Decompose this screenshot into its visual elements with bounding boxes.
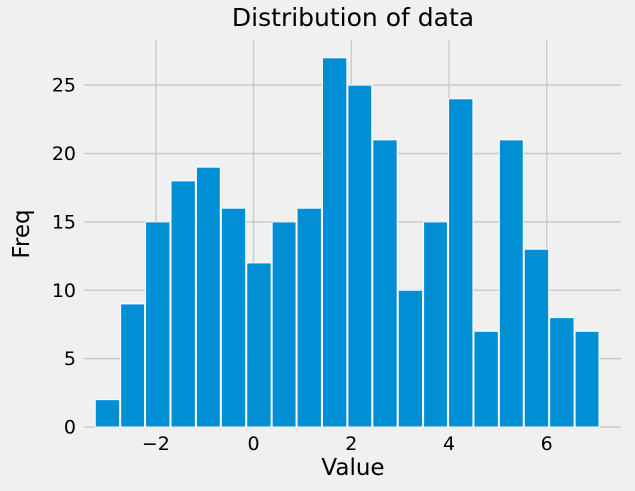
histogram-bar xyxy=(220,207,247,428)
histogram-bar xyxy=(170,180,196,428)
x-axis-label: Value xyxy=(321,455,385,481)
histogram-bar xyxy=(195,166,221,428)
x-tick-label: 0 xyxy=(248,433,260,455)
histogram-bar xyxy=(423,221,449,428)
histogram-bar xyxy=(448,98,474,428)
x-tick-label: 6 xyxy=(541,433,553,455)
histogram-bar xyxy=(271,221,297,428)
y-tick-label: 5 xyxy=(64,348,76,370)
histogram-bar xyxy=(574,330,600,428)
histogram-bar xyxy=(498,139,524,428)
histogram-bar xyxy=(372,139,398,428)
histogram-bar xyxy=(549,317,575,428)
x-tick-label: 2 xyxy=(345,433,357,455)
histogram-bar xyxy=(397,289,424,428)
y-tick-label: 10 xyxy=(52,280,76,302)
histogram-bar xyxy=(296,207,322,428)
y-axis-label: Freq xyxy=(9,209,35,259)
histogram-bar xyxy=(473,330,499,428)
histogram-bar xyxy=(145,221,171,428)
y-tick-label: 25 xyxy=(52,75,76,97)
chart-title: Distribution of data xyxy=(231,3,475,32)
histogram-bar xyxy=(94,399,121,428)
histogram-bar xyxy=(523,248,550,428)
histogram-bar xyxy=(246,262,272,428)
y-tick-label: 0 xyxy=(64,417,76,439)
y-tick-label: 20 xyxy=(52,143,76,165)
histogram-bar xyxy=(120,303,146,428)
x-tick-label: 4 xyxy=(443,433,455,455)
histogram-bar xyxy=(321,57,348,428)
y-tick-label: 15 xyxy=(52,211,76,233)
x-tick-label: −2 xyxy=(142,433,170,455)
histogram-bar xyxy=(347,84,373,428)
